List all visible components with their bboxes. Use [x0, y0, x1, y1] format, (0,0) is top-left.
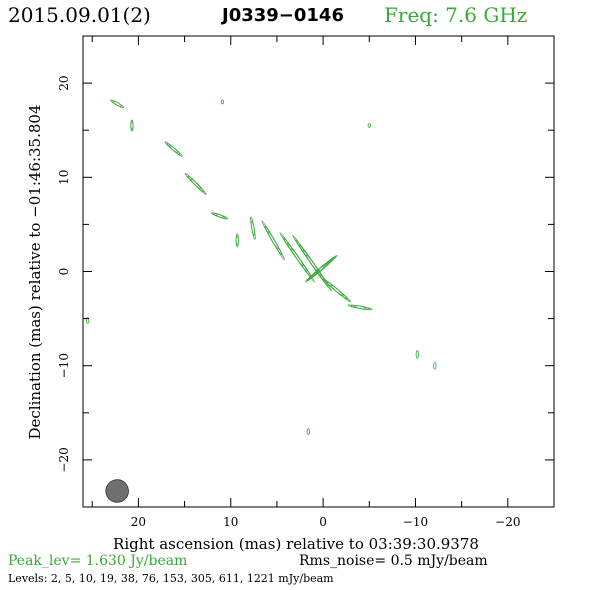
contour-group: [279, 232, 315, 283]
contour: [261, 220, 285, 261]
contour-group: [261, 220, 285, 261]
contour: [250, 220, 256, 236]
contour: [130, 121, 134, 130]
contour-group: [347, 304, 373, 311]
contour-group: [415, 350, 419, 359]
contour: [220, 99, 225, 105]
contour: [235, 235, 239, 245]
contour: [354, 305, 366, 310]
contour-group: [86, 317, 90, 324]
contour: [215, 213, 224, 219]
contour: [264, 225, 282, 255]
contour: [287, 242, 308, 272]
contour-group: [211, 212, 229, 220]
y-tick-label: 10: [57, 170, 71, 185]
contour: [415, 350, 419, 359]
contour: [279, 232, 315, 283]
source-name: J0339−0146: [222, 5, 344, 26]
contour: [164, 141, 183, 157]
contour-levels: Levels: 2, 5, 10, 19, 38, 76, 153, 305, …: [8, 572, 334, 585]
x-tick-label: −10: [403, 515, 428, 529]
frequency-label: Freq: 7.6 GHz: [384, 3, 528, 27]
contour: [317, 265, 326, 273]
y-tick-label: 20: [57, 75, 71, 90]
x-tick-label: −20: [495, 515, 520, 529]
x-tick-label: 10: [223, 515, 238, 529]
contour: [330, 284, 344, 296]
contour: [86, 317, 90, 324]
contour: [187, 175, 204, 193]
contour-group: [130, 119, 134, 132]
x-tick-label: 20: [131, 515, 146, 529]
rms-noise: Rms_noise= 0.5 mJy/beam: [299, 553, 488, 569]
contour: [184, 172, 207, 195]
x-axis-label: Right ascension (mas) relative to 03:39:…: [113, 535, 479, 553]
contour-group: [367, 123, 371, 128]
contour: [250, 216, 256, 240]
contour: [110, 99, 125, 109]
contour-group: [306, 428, 310, 435]
contour: [211, 212, 229, 220]
y-tick-label: −20: [57, 447, 71, 472]
observation-date: 2015.09.01(2): [8, 3, 151, 27]
contour-group: [164, 141, 183, 157]
contour-group: [250, 216, 256, 240]
contour-group: [110, 99, 125, 109]
contour-group: [433, 362, 437, 370]
plot-axes: 20 10 0 −10 −20 20 10 0 −10 −20: [57, 35, 555, 529]
contour-group: [235, 233, 239, 248]
contour: [112, 100, 122, 107]
contour-group: [322, 278, 352, 303]
beam-ellipse: [105, 479, 129, 503]
y-axis-label: Declination (mas) relative to −01:46:35.…: [26, 104, 44, 439]
contour-group: [220, 99, 225, 105]
contour: [350, 304, 370, 310]
contour: [169, 145, 178, 153]
y-tick-label: 0: [57, 268, 71, 276]
contour: [290, 248, 304, 267]
contour: [166, 143, 181, 155]
contour: [433, 362, 437, 370]
contour: [190, 178, 201, 190]
contour: [326, 281, 348, 300]
contour-group: [304, 254, 338, 283]
contour: [322, 278, 352, 303]
contour: [305, 254, 319, 272]
contour-group: [184, 172, 207, 195]
contour: [367, 123, 371, 128]
peak-level: Peak_lev= 1.630 Jy/beam: [8, 553, 188, 569]
contour: [306, 428, 310, 435]
contour: [267, 231, 279, 250]
y-tick-label: −10: [57, 353, 71, 378]
x-tick-label: 0: [319, 515, 327, 529]
contour-layer: [86, 99, 437, 503]
contour: [347, 304, 373, 311]
